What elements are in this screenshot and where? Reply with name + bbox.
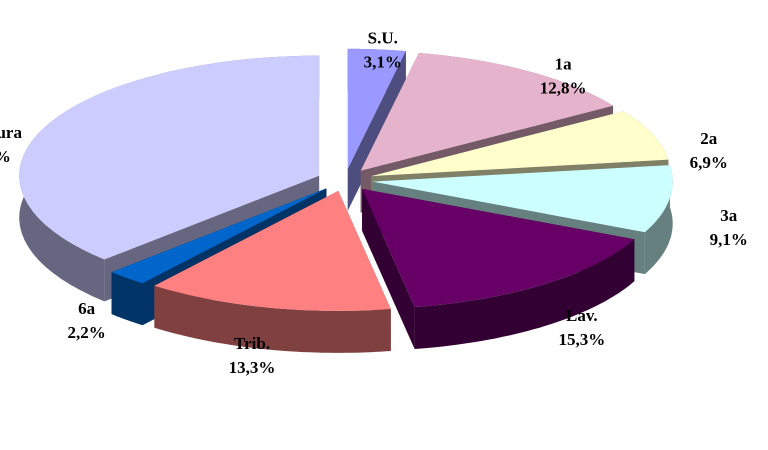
- slice-top: [372, 165, 673, 233]
- slice-label: 3a: [720, 206, 738, 225]
- slice-label: Trib.: [234, 334, 270, 353]
- slice-label: Lav.: [566, 306, 598, 325]
- slice-top: [360, 53, 613, 171]
- slice-top: [347, 48, 406, 169]
- slice-wall: [111, 272, 143, 326]
- slice-label: S.U.: [368, 29, 398, 48]
- slice-value-label: 13,3%: [229, 358, 276, 377]
- pie-slice: [154, 190, 391, 353]
- slice-value-label: 12,8%: [540, 79, 587, 98]
- slice-label: Struttura: [0, 123, 22, 142]
- slice-value-label: 37,3%: [0, 147, 11, 166]
- slice-value-label: 2,2%: [67, 323, 105, 342]
- slice-label: 6a: [78, 299, 96, 318]
- pie-slice: [362, 188, 635, 349]
- slice-wall: [414, 239, 635, 349]
- slice-value-label: 3,1%: [364, 53, 402, 72]
- slice-top: [371, 111, 669, 177]
- slice-label: 1a: [555, 55, 573, 74]
- slice-top: [19, 55, 320, 260]
- slice-label: 2a: [700, 129, 718, 148]
- slice-top: [111, 188, 327, 284]
- slice-wall: [154, 285, 391, 353]
- slice-wall: [644, 165, 673, 275]
- slice-top: [362, 188, 635, 307]
- slice-value-label: 15,3%: [558, 330, 605, 349]
- slice-value-label: 6,9%: [690, 153, 728, 172]
- slice-value-label: 9,1%: [710, 230, 748, 249]
- slice-side: [362, 188, 415, 349]
- slice-top: [154, 190, 391, 311]
